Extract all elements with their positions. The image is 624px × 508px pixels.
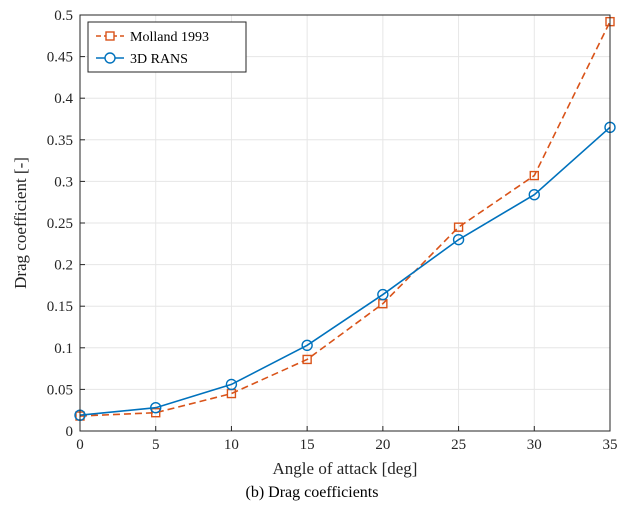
data-point-circle	[528, 189, 540, 201]
legend-label: Molland 1993	[130, 30, 209, 45]
grid	[79, 14, 611, 432]
y-tick-label: 0.3	[54, 174, 73, 190]
data-point-circle	[301, 339, 313, 352]
y-tick-label: 0.45	[47, 50, 73, 66]
data-point-circle	[377, 288, 389, 301]
series-layer	[74, 16, 616, 421]
series-line	[79, 126, 611, 416]
legend-entry: Molland 1993	[96, 30, 209, 45]
data-point-square	[378, 299, 388, 309]
x-tick-label: 25	[451, 437, 466, 453]
legend-square-marker	[105, 31, 115, 41]
y-axis-label: Drag coefficient [-]	[11, 157, 30, 289]
y-tick-label: 0.4	[54, 91, 73, 107]
data-point-square	[151, 407, 161, 418]
data-point-square	[529, 170, 539, 181]
axis-ticks: 0 5 10 15 20 25 30 35 0 0.05 0.1 0.15 0.2 0.25 0.3 0.35…	[47, 8, 618, 453]
x-tick-label: 20	[375, 437, 390, 453]
y-tick-label: 0.05	[47, 382, 73, 398]
x-axis-label: Angle of attack [deg]	[273, 459, 418, 478]
legend-entry: 3D RANS	[96, 52, 188, 67]
y-tick-label: 0.5	[54, 8, 73, 24]
legend-label: 3D RANS	[130, 52, 188, 67]
x-tick-label: 0	[76, 437, 84, 453]
x-tick-label: 35	[603, 437, 618, 453]
legend-box	[87, 21, 247, 73]
y-tick-label: 0.35	[47, 133, 73, 149]
data-point-square	[226, 388, 237, 399]
y-tick-label: 0.1	[54, 341, 73, 357]
y-tick-label: 0.2	[54, 258, 73, 274]
y-tick-label: 0.25	[47, 216, 73, 232]
y-tick-label: 0	[66, 424, 74, 440]
data-point-square	[453, 222, 464, 232]
series-line	[79, 21, 611, 417]
data-point-circle	[452, 233, 465, 246]
data-point-circle	[150, 402, 162, 414]
x-tick-label: 5	[152, 437, 160, 453]
legend-circle-marker	[104, 52, 116, 64]
data-point-square	[302, 354, 312, 365]
x-tick-label: 15	[300, 437, 315, 453]
series-molland-1993	[75, 16, 615, 421]
x-tick-label: 10	[224, 437, 239, 453]
x-tick-label: 30	[527, 437, 542, 453]
y-tick-label: 0.15	[47, 299, 73, 315]
data-point-circle	[225, 378, 238, 391]
legend: Molland 1993 3D RANS	[87, 21, 247, 73]
figure-caption: (b) Drag coefficients	[245, 484, 379, 501]
